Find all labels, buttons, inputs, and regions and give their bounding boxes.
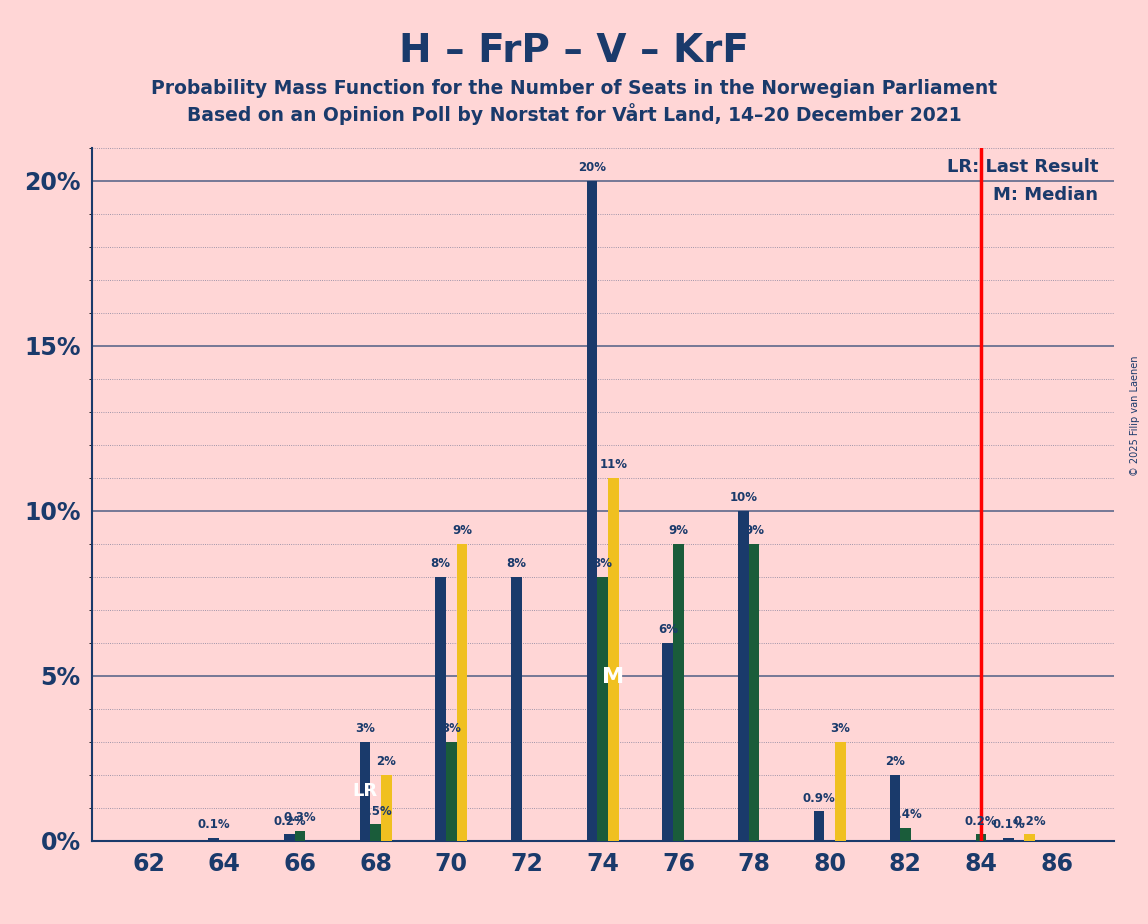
Text: LR: Last Result: LR: Last Result xyxy=(947,158,1099,176)
Bar xyxy=(359,742,371,841)
Text: © 2025 Filip van Laenen: © 2025 Filip van Laenen xyxy=(1130,356,1140,476)
Text: 20%: 20% xyxy=(579,162,606,175)
Bar xyxy=(814,811,824,841)
Bar xyxy=(976,834,986,841)
Text: H – FrP – V – KrF: H – FrP – V – KrF xyxy=(400,32,748,70)
Bar xyxy=(447,742,457,841)
Bar xyxy=(738,511,748,841)
Text: 9%: 9% xyxy=(744,524,765,537)
Text: M: M xyxy=(603,667,625,687)
Text: 8%: 8% xyxy=(592,557,613,570)
Bar xyxy=(209,837,219,841)
Text: 9%: 9% xyxy=(668,524,689,537)
Bar xyxy=(748,544,759,841)
Text: 0.1%: 0.1% xyxy=(197,818,230,831)
Bar xyxy=(900,828,910,841)
Bar xyxy=(835,742,846,841)
Bar xyxy=(597,577,608,841)
Text: 8%: 8% xyxy=(506,557,527,570)
Text: 0.2%: 0.2% xyxy=(273,815,305,828)
Text: 2%: 2% xyxy=(885,755,905,768)
Bar xyxy=(511,577,521,841)
Text: 8%: 8% xyxy=(430,557,451,570)
Text: LR: LR xyxy=(352,783,378,800)
Bar xyxy=(457,544,467,841)
Text: M: Median: M: Median xyxy=(993,186,1099,204)
Text: 0.1%: 0.1% xyxy=(992,818,1025,831)
Text: 9%: 9% xyxy=(452,524,472,537)
Text: 2%: 2% xyxy=(377,755,396,768)
Text: 0.3%: 0.3% xyxy=(284,811,317,824)
Text: 10%: 10% xyxy=(729,492,758,505)
Text: 6%: 6% xyxy=(658,624,677,637)
Text: 0.9%: 0.9% xyxy=(802,792,836,805)
Text: 11%: 11% xyxy=(599,458,627,471)
Bar xyxy=(1024,834,1034,841)
Text: 3%: 3% xyxy=(830,723,851,736)
Bar xyxy=(587,181,597,841)
Text: 3%: 3% xyxy=(441,723,461,736)
Bar xyxy=(295,831,305,841)
Bar xyxy=(284,834,295,841)
Bar xyxy=(1003,837,1014,841)
Text: Probability Mass Function for the Number of Seats in the Norwegian Parliament: Probability Mass Function for the Number… xyxy=(150,79,998,98)
Bar xyxy=(435,577,447,841)
Bar xyxy=(608,478,619,841)
Bar xyxy=(371,824,381,841)
Text: 0.2%: 0.2% xyxy=(964,815,998,828)
Bar xyxy=(673,544,684,841)
Text: 0.2%: 0.2% xyxy=(1014,815,1046,828)
Text: 0.5%: 0.5% xyxy=(359,805,391,818)
Bar xyxy=(381,775,391,841)
Text: 0.4%: 0.4% xyxy=(889,808,922,821)
Text: 3%: 3% xyxy=(355,723,375,736)
Bar xyxy=(890,775,900,841)
Text: Based on an Opinion Poll by Norstat for Vårt Land, 14–20 December 2021: Based on an Opinion Poll by Norstat for … xyxy=(187,103,961,126)
Bar xyxy=(662,643,673,841)
